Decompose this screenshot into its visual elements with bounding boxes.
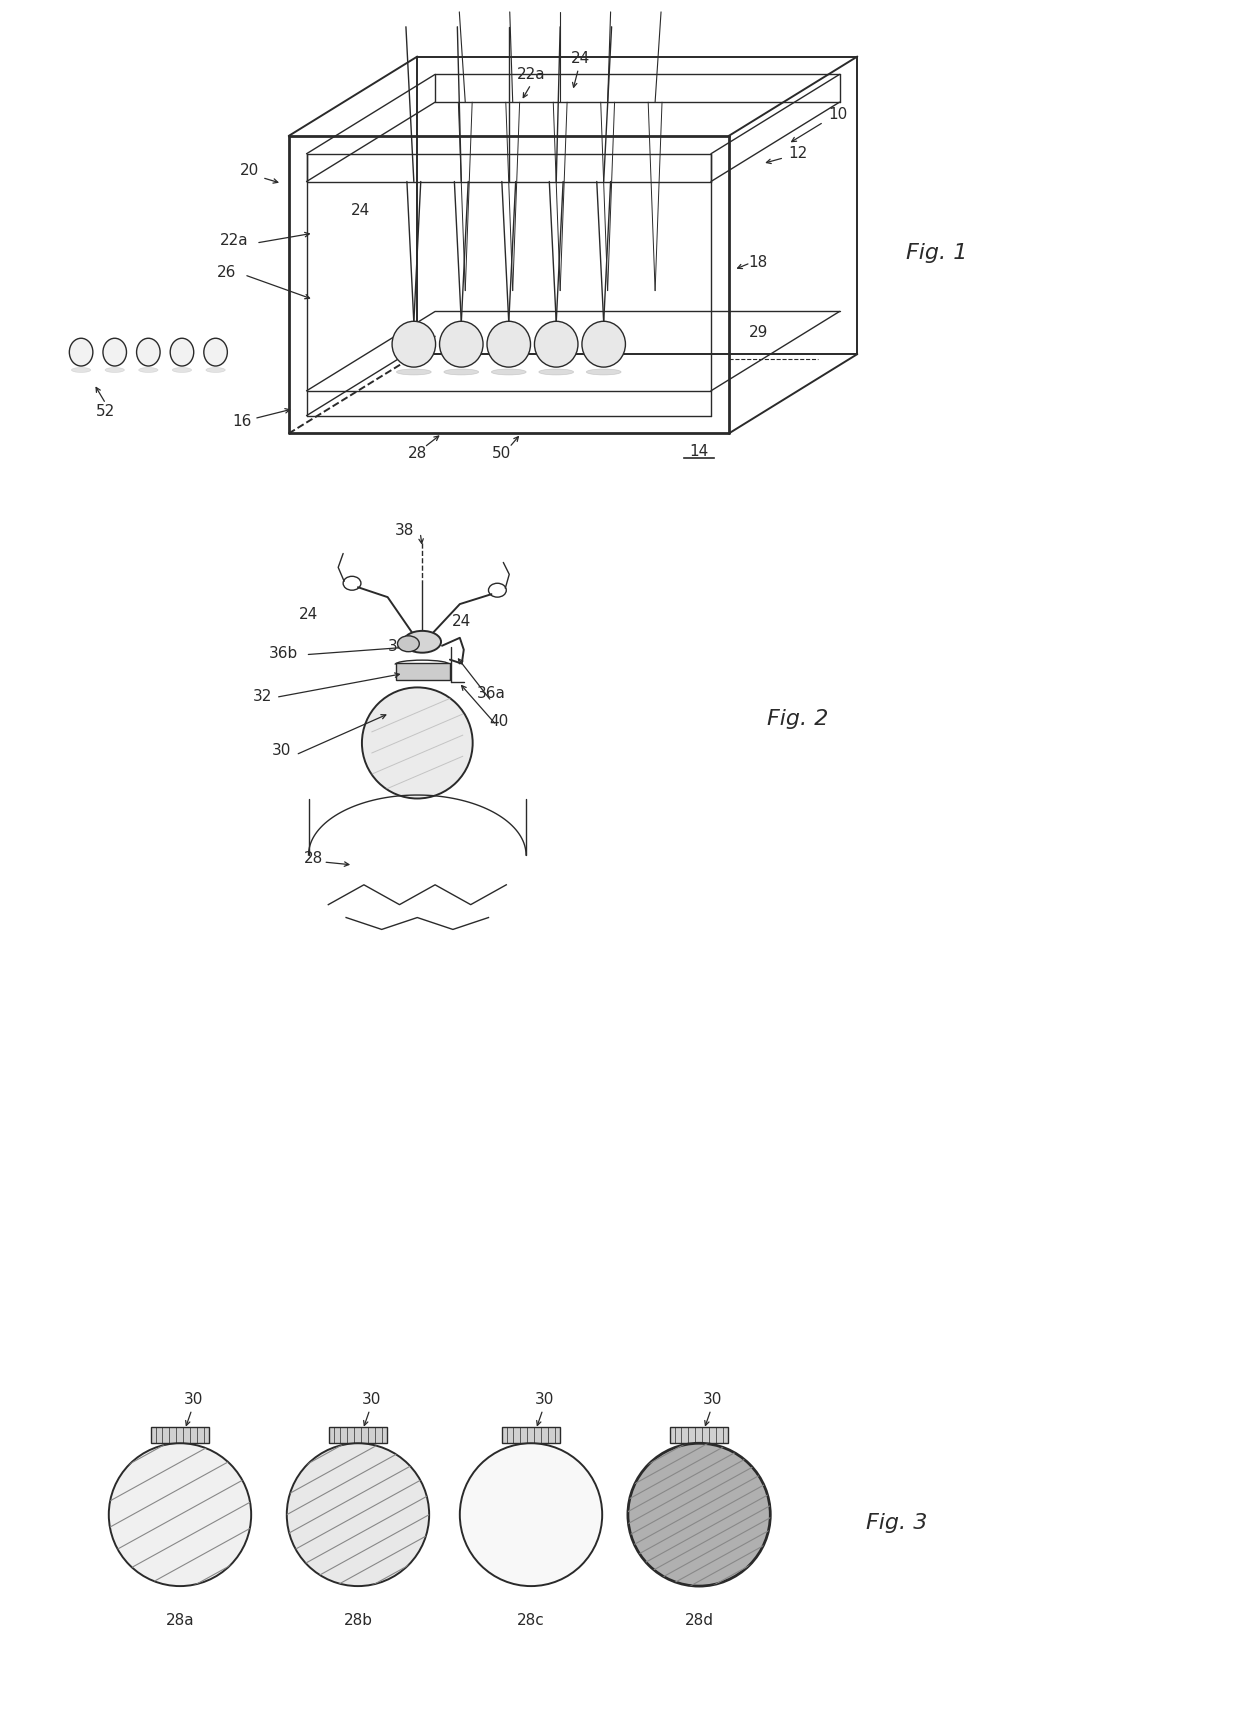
- Text: 38: 38: [396, 523, 414, 539]
- Circle shape: [627, 1444, 770, 1587]
- Text: 26: 26: [217, 265, 236, 281]
- Ellipse shape: [403, 632, 441, 652]
- Ellipse shape: [139, 368, 157, 372]
- Text: 22a: 22a: [219, 232, 249, 248]
- Text: 28c: 28c: [517, 1613, 544, 1628]
- Ellipse shape: [587, 368, 621, 375]
- Text: 29: 29: [749, 325, 768, 339]
- Circle shape: [109, 1444, 252, 1587]
- Circle shape: [286, 1444, 429, 1587]
- Ellipse shape: [72, 368, 91, 372]
- Text: 16: 16: [233, 415, 252, 429]
- Bar: [502, 1427, 559, 1444]
- Text: 24: 24: [299, 606, 319, 621]
- Ellipse shape: [487, 322, 531, 367]
- Text: 30: 30: [362, 1392, 382, 1408]
- Text: 28b: 28b: [343, 1613, 372, 1628]
- Ellipse shape: [398, 635, 419, 652]
- Ellipse shape: [539, 368, 574, 375]
- Text: 36a: 36a: [477, 687, 506, 700]
- Text: 40: 40: [490, 714, 508, 728]
- Text: 34: 34: [388, 638, 407, 654]
- Ellipse shape: [491, 368, 526, 375]
- Text: 30: 30: [272, 743, 291, 759]
- Text: 28: 28: [304, 850, 324, 866]
- Text: Fig. 1: Fig. 1: [905, 243, 967, 263]
- Ellipse shape: [170, 339, 193, 367]
- Ellipse shape: [439, 322, 484, 367]
- Ellipse shape: [203, 339, 227, 367]
- Text: 50: 50: [492, 446, 511, 461]
- Text: 24: 24: [351, 203, 371, 219]
- Text: 36b: 36b: [269, 645, 299, 661]
- Ellipse shape: [105, 368, 124, 372]
- Text: 20: 20: [239, 163, 259, 177]
- Text: 52: 52: [97, 404, 115, 420]
- Text: 28d: 28d: [684, 1613, 713, 1628]
- Text: Fig. 3: Fig. 3: [867, 1513, 928, 1533]
- Ellipse shape: [69, 339, 93, 367]
- Text: 24: 24: [453, 614, 471, 630]
- Text: 12: 12: [789, 146, 807, 162]
- Text: 28a: 28a: [166, 1613, 195, 1628]
- Ellipse shape: [444, 368, 479, 375]
- Ellipse shape: [172, 368, 192, 372]
- Ellipse shape: [392, 322, 435, 367]
- Ellipse shape: [103, 339, 126, 367]
- Ellipse shape: [534, 322, 578, 367]
- Circle shape: [362, 687, 472, 799]
- Bar: [151, 1427, 208, 1444]
- Text: 32: 32: [253, 688, 272, 704]
- Ellipse shape: [397, 368, 432, 375]
- Text: 30: 30: [185, 1392, 203, 1408]
- Text: 24: 24: [570, 52, 590, 65]
- Bar: [330, 1427, 387, 1444]
- Text: Fig. 2: Fig. 2: [768, 709, 828, 730]
- Text: 14: 14: [689, 444, 709, 460]
- Text: 10: 10: [828, 107, 847, 122]
- Text: 30: 30: [536, 1392, 554, 1408]
- Ellipse shape: [582, 322, 625, 367]
- Text: 30: 30: [703, 1392, 723, 1408]
- Ellipse shape: [136, 339, 160, 367]
- Text: 28: 28: [408, 446, 427, 461]
- Circle shape: [460, 1444, 603, 1587]
- Bar: [396, 663, 450, 680]
- Bar: [671, 1427, 728, 1444]
- Text: 18: 18: [749, 255, 768, 270]
- Text: 22a: 22a: [517, 67, 546, 83]
- Ellipse shape: [206, 368, 226, 372]
